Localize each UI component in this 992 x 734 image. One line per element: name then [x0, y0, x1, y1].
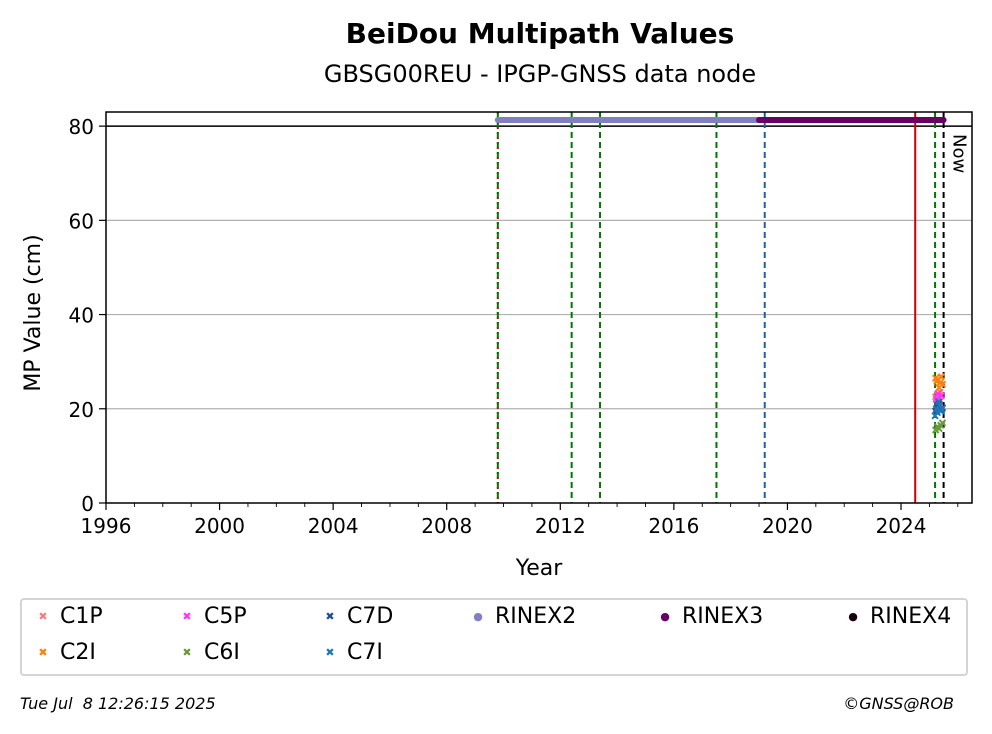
- x-tick-label: 2000: [194, 514, 245, 538]
- point-mark: [934, 390, 942, 398]
- point-mark: [938, 380, 947, 388]
- legend-marker-rinex2: ●: [473, 610, 483, 623]
- x-axis-label: Year: [515, 556, 564, 581]
- y-tick-label: 60: [69, 209, 94, 233]
- chart-title: BeiDou Multipath Values: [346, 17, 735, 50]
- point-mark: [938, 419, 947, 427]
- point-c6i: [938, 419, 947, 427]
- legend-label-rinex3: RINEX3: [682, 604, 764, 629]
- y-tick-label: 80: [69, 115, 94, 139]
- legend-marker-rinex3: ●: [660, 610, 670, 623]
- legend-marker-rinex4: ●: [848, 610, 858, 623]
- legend-item-c6i: ✖ C6I: [180, 640, 240, 665]
- point-mark: [937, 373, 946, 381]
- point-c2i: [938, 380, 947, 388]
- point-mark: [934, 398, 943, 406]
- x-tick-label: 2024: [876, 514, 927, 538]
- y-tick-label: 0: [81, 492, 94, 516]
- x-tick-label: 1996: [81, 514, 132, 538]
- legend-item-rinex2: ● RINEX2: [471, 604, 576, 629]
- legend-label-c5p: C5P: [204, 604, 247, 629]
- x-tick-label: 2004: [308, 514, 359, 538]
- legend-label-rinex2: RINEX2: [495, 604, 577, 629]
- legend-item-c2i: ✖ C2I: [36, 640, 96, 665]
- data-points: [931, 373, 947, 434]
- x-tick-label: 2020: [762, 514, 813, 538]
- legend-label-c1p: C1P: [60, 604, 103, 629]
- event-lines: [106, 112, 972, 503]
- x-tick-label: 2008: [421, 514, 472, 538]
- legend-label-c2i: C2I: [60, 640, 96, 665]
- x-axis-ticks: 1996 2000 2004 2008 2012 2016 2020 2024: [81, 503, 959, 538]
- legend-label-c7d: C7D: [347, 604, 394, 629]
- y-tick-label: 20: [69, 398, 94, 422]
- legend-marker-c7d: ✖: [325, 610, 335, 623]
- legend-item-c7d: ✖ C7D: [323, 604, 393, 629]
- legend-marker-c1p: ✖: [38, 610, 48, 623]
- point-c2i: [937, 373, 946, 381]
- legend-label-rinex4: RINEX4: [870, 604, 952, 629]
- legend-item-rinex4: ● RINEX4: [846, 604, 951, 629]
- footer-timestamp: Tue Jul 8 12:26:15 2025: [20, 694, 216, 713]
- footer-credit: ©GNSS@ROB: [843, 694, 954, 713]
- legend-label-c6i: C6I: [204, 640, 240, 665]
- legend-item-c1p: ✖ C1P: [36, 604, 103, 629]
- legend-marker-c2i: ✖: [38, 646, 48, 659]
- point-mark: [937, 391, 946, 400]
- y-axis-label: MP Value (cm): [21, 234, 46, 391]
- y-tick-label: 40: [69, 304, 94, 328]
- point-mark: [938, 405, 946, 413]
- plot-frame: [105, 111, 973, 504]
- point-c7i: [935, 401, 944, 409]
- legend-marker-c6i: ✖: [182, 646, 192, 659]
- legend-marker-c5p: ✖: [182, 610, 192, 623]
- chart-subtitle: GBSG00REU - IPGP-GNSS data node: [324, 60, 756, 88]
- grid-lines: [106, 125, 972, 410]
- chart: BeiDou Multipath Values GBSG00REU - IPGP…: [21, 17, 973, 581]
- legend-item-c5p: ✖ C5P: [180, 604, 247, 629]
- legend: ✖ C1P ✖ C5P ✖ C7D ● RINEX2 ● RINEX3 ● RI…: [20, 598, 968, 676]
- x-tick-label: 2016: [648, 514, 699, 538]
- x-tick-label: 2012: [535, 514, 586, 538]
- y-axis-ticks: 0 20 40 60 80: [69, 115, 106, 516]
- now-label: Now: [949, 134, 970, 173]
- legend-label-c7i: C7I: [347, 640, 383, 665]
- legend-item-c7i: ✖ C7I: [323, 640, 383, 665]
- legend-marker-c7i: ✖: [325, 646, 335, 659]
- point-mark: [935, 401, 944, 409]
- point-c5p: [937, 391, 946, 400]
- point-c7i: [938, 405, 946, 413]
- legend-item-rinex3: ● RINEX3: [658, 604, 763, 629]
